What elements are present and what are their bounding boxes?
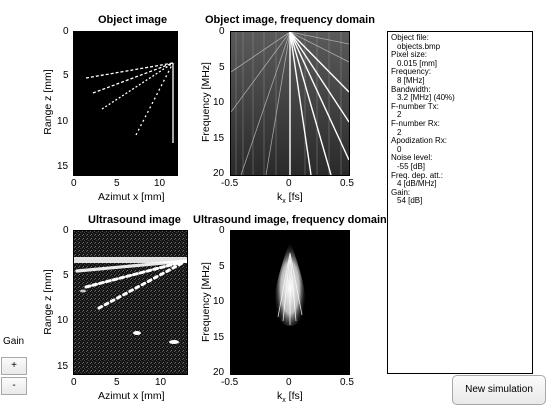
object-freq-plot	[230, 31, 350, 176]
ultrasound-xtick-0: 0	[71, 377, 77, 388]
ultrasound-freq-plot	[230, 230, 350, 375]
object-ytick-15: 15	[57, 161, 69, 172]
ultrasound-ytick-0: 0	[63, 225, 69, 236]
object-ytick-10: 10	[57, 116, 69, 127]
ultrasound-xtick-5: 5	[114, 377, 120, 388]
object-freq-xlabel-sub: x	[282, 198, 286, 206]
ultrasound-freq-xtick-neg: -0.5	[221, 377, 239, 388]
ultrasound-ylabel: Range z [mm]	[42, 269, 54, 335]
object-ytick-5: 5	[63, 70, 69, 81]
info-key: Bandwidth:	[391, 84, 431, 94]
gain-label: Gain	[3, 336, 25, 347]
info-key: Noise level:	[391, 153, 433, 163]
ultrasound-freq-xlabel-sub: x	[282, 397, 286, 405]
info-key: F-number Rx:	[391, 118, 440, 128]
object-ylabel: Range z [mm]	[42, 69, 54, 135]
object-image-canvas	[85, 62, 174, 143]
object-xtick-0: 0	[71, 178, 77, 189]
ultrasound-freq-xlabel-unit: [fs]	[285, 390, 303, 402]
info-value: 2	[397, 110, 402, 120]
info-value: -55 [dB]	[397, 161, 426, 171]
ultrasound-freq-ytick-10: 10	[213, 296, 225, 307]
info-value: 0	[397, 144, 402, 154]
object-freq-ytick-0: 0	[219, 26, 225, 37]
ultrasound-freq-ytick-20: 20	[213, 367, 225, 378]
ultrasound-freq-xtick-0: 0	[286, 377, 292, 388]
info-key: Freq. dep. att.:	[391, 170, 444, 180]
info-key: F-number Tx:	[391, 101, 439, 111]
ultrasound-freq-ylabel: Frequency [MHz]	[200, 262, 212, 342]
object-freq-title: Object image, frequency domain	[205, 14, 375, 26]
object-image-plot	[73, 31, 178, 176]
object-freq-ytick-5: 5	[219, 62, 225, 73]
object-freq-xtick-pos: 0.5	[340, 178, 354, 189]
info-key: Apodization Rx:	[391, 136, 448, 146]
info-value: 0.015 [mm]	[397, 58, 438, 68]
ultrasound-freq-canvas	[274, 241, 306, 326]
ultrasound-freq-title: Ultrasound image, frequency domain	[193, 214, 387, 226]
object-line-2	[92, 62, 174, 94]
object-freq-ytick-10: 10	[213, 97, 225, 108]
ultrasound-freq-ytick-15: 15	[213, 332, 225, 343]
info-value: 2	[397, 127, 402, 137]
object-ytick-0: 0	[63, 26, 69, 37]
ultrasound-freq-ytick-5: 5	[219, 261, 225, 272]
info-value: 8 [MHz]	[397, 75, 425, 85]
info-value: 4 [dB/MHz]	[397, 179, 437, 189]
ultrasound-ytick-10: 10	[57, 315, 69, 326]
ultrasound-xlabel: Azimut x [mm]	[98, 390, 165, 402]
info-value: 54 [dB]	[397, 196, 423, 206]
object-xtick-5: 5	[114, 178, 120, 189]
object-freq-ytick-20: 20	[213, 168, 225, 179]
object-freq-xlabel-unit: [fs]	[285, 191, 303, 203]
object-freq-xlabel: kx [fs]	[277, 191, 303, 205]
ultrasound-freq-ytick-0: 0	[219, 225, 225, 236]
object-line-1	[85, 62, 174, 79]
simulation-info-panel: Object file: objects.bmp Pixel size: 0.015 …	[387, 31, 533, 374]
info-value: 3.2 [MHz] (40%)	[397, 93, 455, 103]
ultrasound-freq-xtick-pos: 0.5	[340, 377, 354, 388]
info-key: Object file:	[391, 33, 429, 42]
object-line-4	[135, 62, 174, 136]
object-xlabel: Azimut x [mm]	[98, 191, 165, 203]
info-key: Frequency:	[391, 67, 432, 77]
gain-increase-button[interactable]: +	[1, 357, 27, 375]
ultrasound-freq-xlabel-k: k	[277, 390, 283, 402]
info-key: Gain:	[391, 187, 411, 197]
object-freq-ylabel: Frequency [MHz]	[200, 62, 212, 142]
object-xtick-10: 10	[154, 178, 166, 189]
info-value: objects.bmp	[397, 41, 441, 51]
object-freq-canvas	[231, 32, 349, 175]
object-image-title: Object image	[98, 14, 168, 26]
object-freq-xlabel-k: k	[277, 191, 283, 203]
info-key: Pixel size:	[391, 50, 428, 60]
object-freq-ytick-15: 15	[213, 133, 225, 144]
ultrasound-title: Ultrasound image	[88, 214, 181, 226]
ultrasound-canvas	[74, 231, 187, 374]
gain-decrease-button[interactable]: -	[1, 377, 27, 395]
new-simulation-button[interactable]: New simulation	[452, 375, 546, 405]
object-freq-xtick-0: 0	[286, 178, 292, 189]
ultrasound-ytick-15: 15	[57, 361, 69, 372]
ultrasound-ytick-5: 5	[63, 270, 69, 281]
ultrasound-xtick-10: 10	[155, 377, 167, 388]
object-freq-xtick-neg: -0.5	[221, 178, 239, 189]
ultrasound-freq-xlabel: kx [fs]	[277, 390, 303, 404]
ultrasound-plot	[73, 230, 188, 375]
